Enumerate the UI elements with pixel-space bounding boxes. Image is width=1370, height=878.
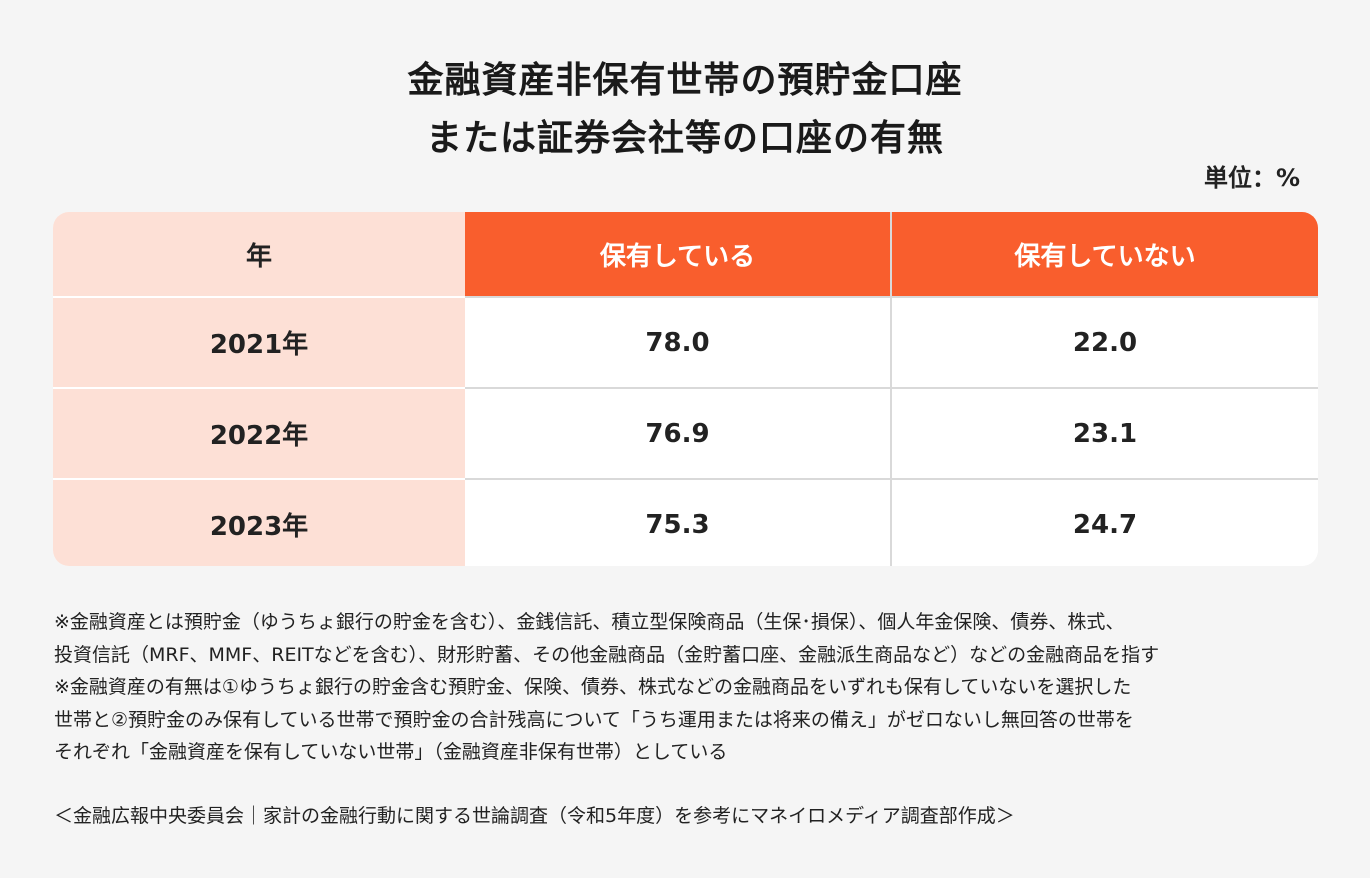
unit-label: 単位：% xyxy=(1203,164,1300,192)
footnote-line: 投資信託（MRF、MMF、REITなどを含む）、財形貯蓄、その他金融商品（金貯蓄… xyxy=(54,643,1160,666)
column-header-has: 保有している xyxy=(465,212,891,297)
table-row: 2022年 76.9 23.1 xyxy=(53,387,1318,479)
chart-title: 金融資産非保有世帯の預貯金口座 または証券会社等の口座の有無 xyxy=(0,52,1370,168)
source-note: ＜金融広報中央委員会｜家計の金融行動に関する世論調査（令和5年度）を参考にマネイ… xyxy=(54,805,1015,827)
footnote-line: ※金融資産の有無は①ゆうちょ銀行の貯金含む預貯金、保険、債券、株式などの金融商品… xyxy=(54,676,1132,699)
row-has-cell: 75.3 xyxy=(465,478,891,566)
chart-title-line-2: または証券会社等の口座の有無 xyxy=(425,118,944,159)
row-has-not-cell: 22.0 xyxy=(890,296,1318,388)
row-has-not-cell: 23.1 xyxy=(890,387,1318,479)
table-header-row: 年 保有している 保有していない xyxy=(53,212,1318,297)
data-table: 年 保有している 保有していない 2021年 78.0 22.0 2022年 7… xyxy=(53,212,1318,566)
row-has-cell: 76.9 xyxy=(465,387,891,479)
table-row: 2023年 75.3 24.7 xyxy=(53,478,1318,566)
row-year-cell: 2022年 xyxy=(53,387,465,479)
column-header-year: 年 xyxy=(53,212,465,297)
data-table-container: 年 保有している 保有していない 2021年 78.0 22.0 2022年 7… xyxy=(53,212,1318,566)
footnote-line: それぞれ「金融資産を保有していない世帯」（金融資産非保有世帯）としている xyxy=(54,741,728,764)
footnotes: ※金融資産とは預貯金（ゆうちょ銀行の貯金を含む）、金銭信託、積立型保険商品（生保… xyxy=(54,606,1324,769)
chart-title-line-1: 金融資産非保有世帯の預貯金口座 xyxy=(407,60,963,101)
row-year-cell: 2021年 xyxy=(53,296,465,388)
row-year-cell: 2023年 xyxy=(53,478,465,566)
row-has-cell: 78.0 xyxy=(465,296,891,388)
footnote-line: ※金融資産とは預貯金（ゆうちょ銀行の貯金を含む）、金銭信託、積立型保険商品（生保… xyxy=(54,611,1125,633)
row-has-not-cell: 24.7 xyxy=(890,478,1318,566)
footnote-line: 世帯と②預貯金のみ保有している世帯で預貯金の合計残高について「うち運用または将来… xyxy=(54,708,1134,731)
table-row: 2021年 78.0 22.0 xyxy=(53,296,1318,388)
column-header-has-not: 保有していない xyxy=(890,212,1318,297)
